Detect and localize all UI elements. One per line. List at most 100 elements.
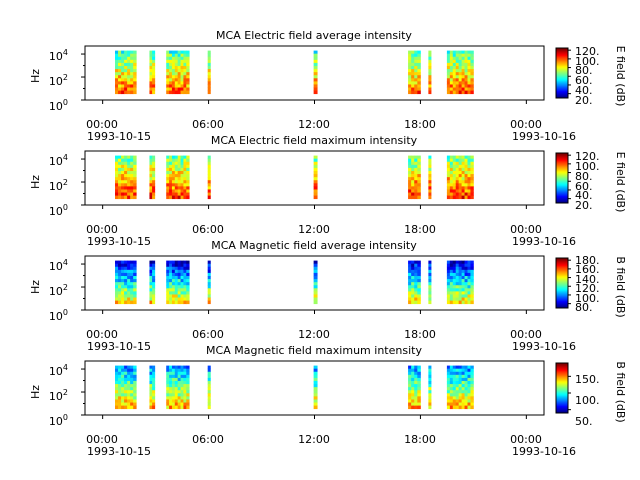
spectrogram-cell — [458, 399, 463, 403]
spectrogram-cell — [124, 50, 128, 55]
spectrogram-cell — [133, 90, 137, 95]
spectrogram-cell — [464, 377, 468, 382]
spectrogram-cell — [458, 365, 463, 370]
colorbar — [555, 257, 571, 309]
spectrogram-cell — [446, 161, 451, 166]
spectrogram-cell — [180, 59, 184, 64]
spectrogram-cell — [121, 371, 125, 376]
spectrogram-cell — [446, 374, 451, 379]
spectrogram-cell — [171, 297, 176, 302]
spectrogram-cell — [458, 387, 463, 391]
spectrogram-cell — [313, 377, 318, 382]
spectrogram-cell — [133, 62, 137, 67]
spectrogram-cell — [467, 272, 471, 277]
spectrogram-cell — [127, 380, 131, 385]
spectrogram-cell — [183, 300, 187, 305]
spectrogram-cell — [313, 365, 318, 370]
spectrogram-cell — [124, 390, 128, 394]
spectrogram-cell — [183, 84, 187, 88]
spectrogram-cell — [121, 269, 125, 274]
colorbar-segment — [556, 258, 568, 260]
spectrogram-cell — [133, 297, 137, 302]
spectrogram-cell — [127, 164, 131, 169]
spectrogram-cell — [408, 285, 412, 289]
spectrogram-cell — [455, 374, 460, 379]
spectrogram-cell — [467, 279, 471, 283]
spectrogram-cell — [127, 294, 131, 298]
spectrogram-cell — [417, 390, 421, 394]
spectrogram-cell — [127, 365, 131, 370]
spectrogram-cell — [183, 183, 187, 187]
spectrogram-cell — [180, 186, 184, 190]
spectrogram-cell — [414, 177, 418, 181]
colorbar-segment — [556, 379, 568, 381]
spectrogram-cell — [458, 380, 463, 385]
spectrogram-cell — [169, 263, 173, 268]
spectrogram-cell — [411, 72, 415, 76]
spectrogram-cell — [152, 399, 156, 403]
spectrogram-cell — [461, 275, 465, 280]
spectrogram-cell — [452, 291, 457, 295]
spectrogram-cell — [470, 368, 474, 373]
spectrogram-cell — [133, 399, 137, 403]
spectrogram-cell — [186, 300, 190, 305]
spectrogram-cell — [449, 195, 454, 200]
spectrogram-cell — [130, 72, 134, 76]
spectrogram-cell — [115, 75, 119, 79]
spectrogram-cell — [130, 272, 134, 277]
spectrogram-cell — [464, 260, 468, 265]
spectrogram-cell — [149, 279, 153, 283]
spectrogram-cell — [207, 380, 211, 385]
spectrogram-cell — [452, 387, 457, 391]
spectrogram-cell — [207, 402, 211, 407]
spectrogram-cell — [130, 288, 134, 292]
spectrogram-cell — [174, 282, 179, 286]
spectrogram-cell — [127, 170, 131, 175]
spectrogram-cell — [470, 405, 474, 410]
spectrogram-cell — [118, 183, 122, 187]
spectrogram-cell — [121, 183, 125, 187]
spectrogram-cell — [124, 72, 128, 76]
spectrogram-cell — [149, 384, 153, 388]
spectrogram-cell — [464, 183, 468, 187]
spectrogram-cell — [461, 279, 465, 283]
spectrogram-cell — [118, 266, 122, 271]
spectrogram-cell — [207, 279, 211, 283]
spectrogram-cell — [152, 84, 156, 88]
spectrogram-cell — [130, 59, 134, 64]
colorbar-segment — [556, 90, 568, 93]
spectrogram-cell — [464, 180, 468, 184]
spectrogram-cell — [408, 56, 412, 61]
y-tick-labels: 100 102 104 — [49, 258, 68, 323]
spectrogram-cell — [470, 374, 474, 379]
colorbar-segment — [556, 410, 568, 413]
spectrogram-cell — [180, 405, 184, 410]
spectrogram-cell — [171, 192, 176, 197]
spectrogram-cell — [121, 399, 125, 403]
data-block — [115, 260, 137, 305]
spectrogram-cell — [118, 75, 122, 79]
spectrogram-cell — [461, 282, 465, 286]
spectrogram-cell — [467, 177, 471, 181]
colorbar-segment — [556, 68, 568, 70]
spectrogram-cell — [411, 155, 415, 160]
colorbar-segment — [556, 369, 568, 371]
spectrogram-cell — [461, 371, 465, 376]
spectrogram-cell — [130, 405, 134, 410]
spectrogram-cell — [169, 158, 173, 163]
colorbar-segment — [556, 303, 568, 305]
spectrogram-cell — [127, 78, 131, 82]
spectrogram-cell — [186, 368, 190, 373]
colorbar-segment — [556, 286, 568, 289]
spectrogram-cell — [186, 380, 190, 385]
spectrogram-cell — [166, 294, 170, 298]
spectrogram-cell — [411, 192, 415, 197]
spectrogram-cell — [183, 189, 187, 193]
spectrogram-cell — [166, 380, 170, 385]
spectrogram-cell — [115, 374, 119, 379]
spectrogram-cell — [467, 81, 471, 85]
spectrogram-cell — [169, 195, 173, 200]
spectrogram-cell — [166, 90, 170, 95]
spectrogram-cell — [452, 288, 457, 292]
spectrogram-cell — [470, 195, 474, 200]
